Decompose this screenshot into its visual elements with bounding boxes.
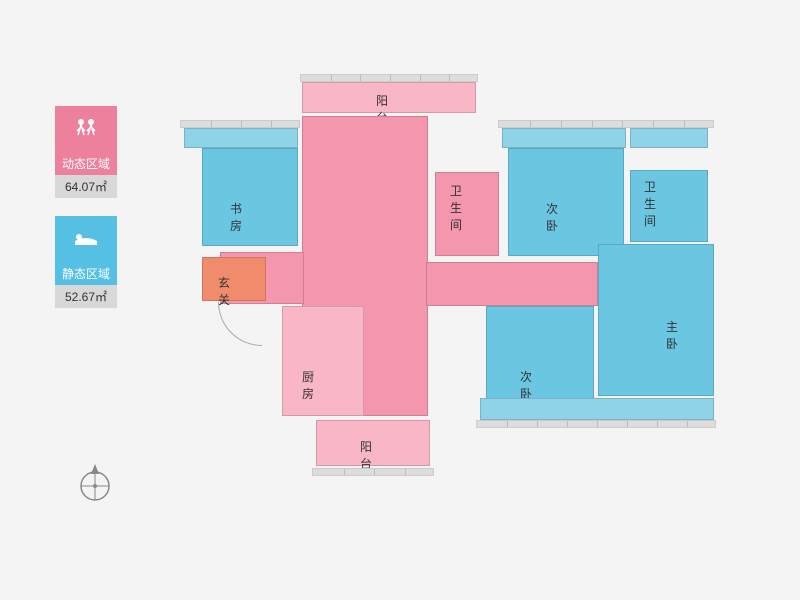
people-icon [55,106,117,152]
room-label-bath1: 卫生间 [450,182,462,233]
room-balcony-bot [316,420,430,466]
room-bath2 [630,170,708,242]
room-label-bath2: 卫生间 [644,178,656,229]
sleep-icon [55,216,117,262]
room-bath1 [435,172,499,256]
room-bedroom-balcony-bot [480,398,714,420]
balcony-rail-4 [476,420,716,428]
room-kitchen [282,306,364,416]
room-study [202,148,298,246]
legend-dynamic: 动态区域 64.07㎡ [55,106,117,198]
balcony-rail-3 [312,468,434,476]
room-entry [202,257,266,301]
legend-static-title: 静态区域 [55,262,117,285]
door-arc [218,302,262,346]
room-label-balcony-bot: 阳台 [360,438,372,472]
room-living-ext-right [426,262,598,306]
room-study-balcony [184,128,298,148]
room-master [598,244,714,396]
balcony-rail-1 [300,74,478,82]
room-label-bedroom2b: 次卧 [520,368,532,402]
legend-dynamic-title: 动态区域 [55,152,117,175]
room-label-kitchen: 厨房 [302,368,314,402]
room-label-master: 主卧 [666,318,678,352]
room-label-bedroom2a: 次卧 [546,200,558,234]
legend-static: 静态区域 52.67㎡ [55,216,117,308]
legend-dynamic-value: 64.07㎡ [55,175,117,198]
room-bedroom2a [508,148,624,256]
balcony-rail-2 [498,120,714,128]
balcony-rail-0 [180,120,300,128]
room-bedroom2a-balcony [502,128,626,148]
legend-static-value: 52.67㎡ [55,285,117,308]
room-label-study: 书房 [230,200,242,234]
legend-panel: 动态区域 64.07㎡ 静态区域 52.67㎡ [55,106,117,326]
compass-icon [75,456,115,506]
room-balcony-top [302,82,476,113]
room-bath2-balcony [630,128,708,148]
